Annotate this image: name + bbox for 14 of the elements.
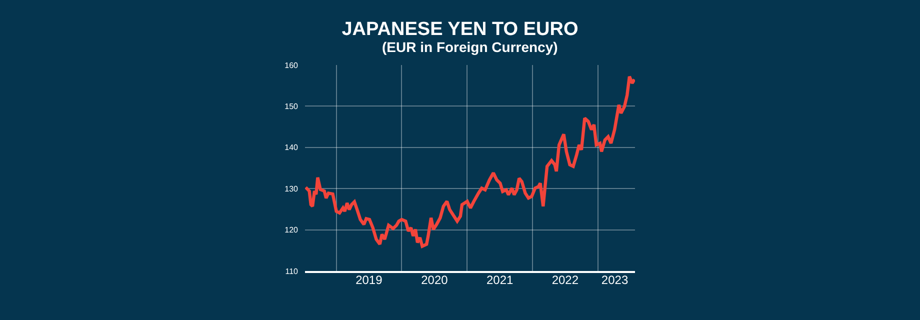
chart-subtitle: (EUR in Foreign Currency)	[382, 39, 558, 55]
y-tick-label: 150	[284, 102, 299, 111]
y-tick-label: 120	[284, 226, 299, 235]
y-tick-label: 140	[284, 143, 299, 152]
x-tick-label: 2022	[552, 273, 579, 287]
x-tick-label: 2021	[486, 273, 514, 287]
x-tick-label: 2019	[356, 273, 383, 287]
x-tick-label: 2020	[421, 273, 448, 287]
x-tick-label: 2023	[601, 273, 628, 287]
y-tick-label: 130	[284, 184, 299, 194]
y-tick-label: 110	[285, 266, 299, 276]
line-series	[305, 74, 635, 248]
chart-title: JAPANESE YEN TO EURO	[342, 18, 578, 40]
y-tick-label: 160	[284, 60, 299, 70]
